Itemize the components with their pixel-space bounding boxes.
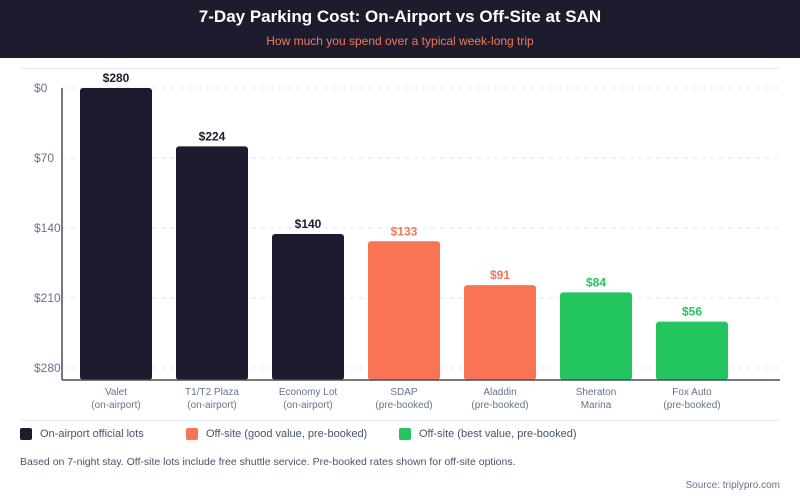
bar [656, 321, 728, 380]
legend-swatch-best-value [399, 428, 411, 440]
x-tick-sublabel: (pre-booked) [663, 400, 720, 411]
header-band: 7-Day Parking Cost: On-Airport vs Off-Si… [0, 0, 800, 58]
legend-label: Off-site (good value, pre-booked) [206, 428, 368, 440]
x-tick-label: Economy Lot [279, 387, 338, 398]
bar-value-label: $91 [490, 268, 510, 282]
bar-value-label: $84 [586, 275, 606, 289]
top-divider [20, 68, 780, 69]
legend-swatch-good-value [186, 428, 198, 440]
bar [176, 146, 248, 380]
y-tick-label: $140 [34, 221, 61, 235]
footnote: Based on 7-night stay. Off-site lots inc… [20, 456, 516, 468]
legend-item-good-value: Off-site (good value, pre-booked) [186, 428, 399, 440]
bar-value-label: $280 [103, 71, 130, 85]
x-tick-sublabel: (pre-booked) [471, 400, 528, 411]
x-tick-label: Valet [105, 387, 127, 398]
y-tick-label: $280 [34, 361, 61, 375]
chart-title: 7-Day Parking Cost: On-Airport vs Off-Si… [198, 7, 602, 26]
x-tick-label: Aladdin [483, 387, 516, 398]
x-tick-label: Fox Auto [672, 387, 712, 398]
bottom-divider [20, 420, 780, 421]
x-tick-sublabel: Marina [581, 400, 612, 411]
legend-swatch-on-airport [20, 428, 32, 440]
bar [464, 285, 536, 380]
x-tick-label: SDAP [390, 387, 418, 398]
x-tick-label: T1/T2 Plaza [185, 387, 239, 398]
bar [80, 88, 152, 380]
bar [272, 234, 344, 380]
bar-value-label: $224 [199, 129, 226, 143]
legend-label: Off-site (best value, pre-booked) [419, 428, 577, 440]
y-tick-label: $0 [34, 81, 48, 95]
y-tick-label: $70 [34, 151, 54, 165]
chart-subtitle: How much you spend over a typical week-l… [266, 34, 534, 48]
x-tick-sublabel: (on-airport) [283, 400, 332, 411]
legend-label: On-airport official lots [40, 428, 144, 440]
bar [560, 292, 632, 380]
legend-item-best-value: Off-site (best value, pre-booked) [399, 428, 577, 440]
bar-chart: $0 $70 $140 $210 $280 $280 Valet (on-airport) $2… [34, 71, 780, 411]
legend-item-on-airport: On-airport official lots [20, 428, 186, 440]
y-tick-label: $210 [34, 291, 61, 305]
bar-value-label: $133 [391, 224, 418, 238]
bar [368, 241, 440, 380]
source-credit: Source: triplypro.com [685, 480, 780, 491]
x-tick-sublabel: (on-airport) [187, 400, 236, 411]
x-tick-sublabel: (on-airport) [91, 400, 140, 411]
bar-value-label: $140 [295, 217, 322, 231]
x-tick-label: Sheraton [576, 387, 617, 398]
x-tick-sublabel: (pre-booked) [375, 400, 432, 411]
legend: On-airport official lots Off-site (good … [20, 428, 577, 440]
bar-value-label: $56 [682, 305, 702, 319]
